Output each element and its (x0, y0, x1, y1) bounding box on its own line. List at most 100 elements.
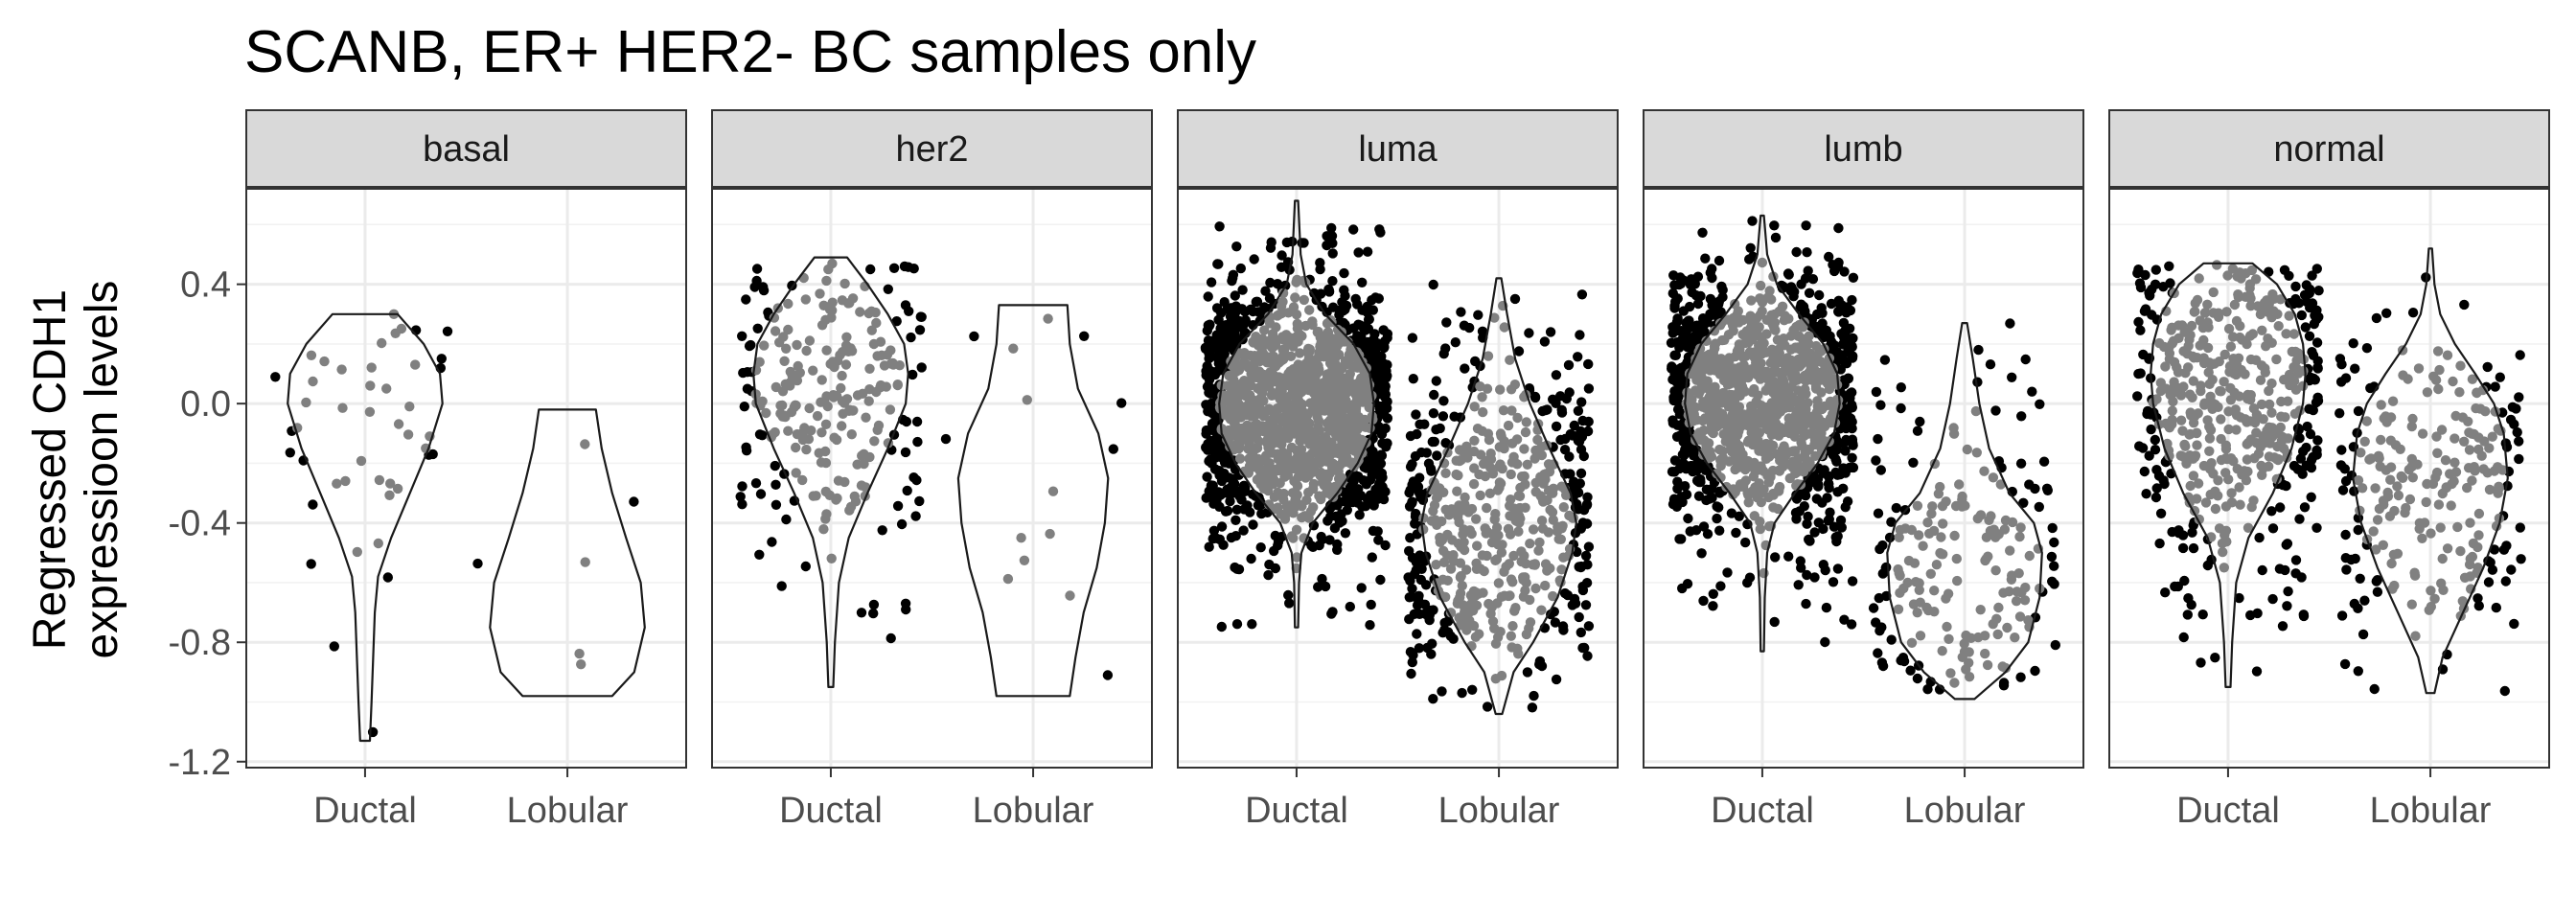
data-point (1499, 322, 1510, 333)
data-point (1562, 589, 1574, 601)
data-point (1482, 702, 1493, 712)
data-point (1410, 511, 1421, 522)
data-point (629, 496, 639, 507)
data-point (2340, 553, 2351, 564)
data-point (1577, 581, 1588, 592)
data-point (2167, 405, 2177, 416)
data-point (2228, 354, 2239, 364)
data-point (1415, 492, 1426, 503)
data-point (1738, 363, 1749, 374)
data-point (1728, 326, 1738, 336)
data-point (2407, 308, 2419, 318)
data-point (1908, 599, 1920, 610)
data-point (1528, 524, 1539, 535)
group-lumb-lobular (1868, 318, 2060, 701)
data-point (2231, 425, 2242, 435)
data-point (876, 350, 887, 360)
data-point (1506, 574, 1517, 585)
data-point (1306, 358, 1317, 369)
data-point (1536, 660, 1548, 672)
data-point (1222, 395, 1232, 405)
data-point (1716, 281, 1727, 292)
data-point (1804, 288, 1815, 298)
data-point (781, 514, 792, 525)
data-point (888, 263, 900, 273)
data-point (754, 429, 766, 440)
data-point (373, 538, 383, 549)
data-point (381, 383, 392, 394)
data-point (1520, 502, 1530, 513)
data-point (2212, 260, 2222, 270)
data-point (837, 370, 847, 381)
data-point (2257, 564, 2267, 576)
data-point (1513, 346, 1525, 356)
data-point (735, 492, 746, 502)
data-point (1357, 277, 1368, 288)
data-point (861, 412, 871, 423)
data-point (1896, 402, 1906, 414)
data-point (1342, 432, 1352, 444)
data-point (2266, 378, 2277, 389)
panel-background (246, 189, 686, 768)
data-point (1914, 530, 1924, 540)
data-point (2202, 342, 2214, 354)
data-point (2228, 456, 2239, 467)
data-point (1980, 631, 1990, 641)
violin-outline (1218, 199, 1375, 629)
data-point (2041, 483, 2053, 494)
data-point (1696, 548, 1707, 559)
data-point (2030, 665, 2040, 677)
data-point (2146, 424, 2156, 435)
group-normal-ductal (2132, 260, 2324, 688)
data-point (1912, 426, 1923, 436)
data-point (1580, 600, 1592, 610)
data-point (2339, 658, 2351, 670)
data-point (1317, 573, 1327, 585)
data-point (2431, 467, 2443, 478)
data-point (1806, 356, 1817, 367)
data-point (1499, 443, 1509, 454)
data-point (1722, 567, 1733, 578)
data-point (1754, 340, 1764, 351)
data-point (1922, 684, 1933, 695)
data-point (1469, 402, 1480, 412)
data-point (1821, 602, 1832, 613)
data-point (1276, 250, 1287, 261)
data-point (1873, 433, 1883, 445)
data-point (818, 524, 829, 535)
data-point (1710, 381, 1720, 392)
data-point (783, 324, 794, 335)
data-point (1816, 387, 1827, 398)
data-point (2292, 348, 2304, 358)
data-point (1404, 545, 1414, 557)
data-point (1957, 501, 1967, 512)
data-point (1748, 472, 1760, 482)
data-point (1673, 392, 1684, 402)
data-point (1291, 310, 1302, 320)
data-point (2151, 483, 2162, 494)
data-point (2169, 356, 2180, 368)
data-point (2312, 435, 2323, 446)
data-point (1412, 629, 1422, 639)
data-point (2223, 474, 2234, 485)
data-point (1714, 297, 1724, 308)
data-point (2242, 522, 2254, 533)
data-point (1533, 545, 1544, 556)
data-point (1757, 306, 1767, 316)
data-point (1804, 331, 1814, 341)
data-point (1726, 508, 1737, 518)
data-point (1840, 446, 1851, 456)
data-point (2514, 392, 2524, 402)
data-point (1558, 625, 1569, 635)
data-point (2334, 408, 2345, 419)
data-point (1935, 547, 1945, 559)
data-point (1259, 325, 1270, 335)
data-point (940, 433, 952, 445)
data-point (2307, 298, 2318, 309)
data-point (1841, 308, 1852, 318)
data-point (2258, 463, 2268, 473)
data-point (1736, 481, 1746, 492)
data-point (1471, 600, 1483, 610)
data-point (1484, 488, 1496, 498)
data-point (1540, 580, 1551, 591)
